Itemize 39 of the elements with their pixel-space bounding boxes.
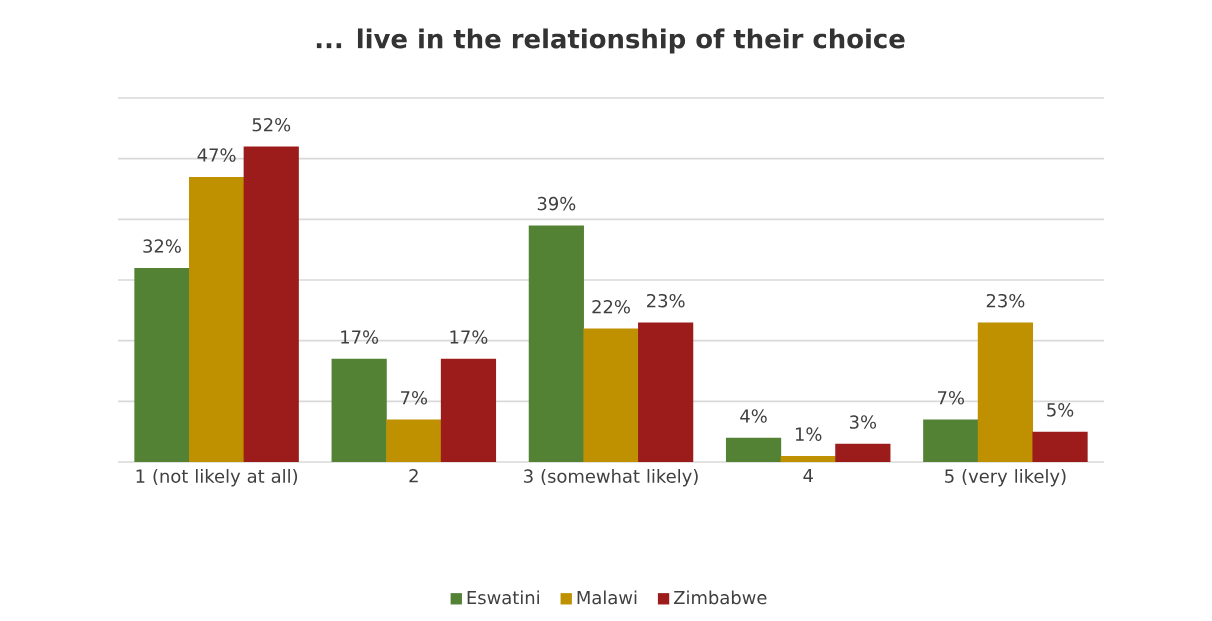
bar	[331, 358, 387, 462]
bar	[977, 322, 1034, 462]
x-tick-label: 2	[409, 469, 418, 483]
data-label: 52%	[252, 117, 291, 132]
bar	[725, 437, 782, 462]
data-label: 5%	[1047, 403, 1074, 417]
bar	[638, 322, 694, 462]
data-label: 7%	[938, 390, 964, 405]
bar	[583, 328, 639, 462]
x-tick-label: 5 (very likely)	[945, 469, 1066, 487]
bar	[1032, 431, 1088, 462]
data-label: 32%	[143, 239, 181, 253]
data-label: 3%	[849, 415, 877, 429]
x-tick-label: 1 (not likely at all)	[136, 469, 298, 487]
legend-label: Eswatini	[467, 590, 539, 605]
x-tick-label: 4	[803, 469, 813, 483]
bar	[386, 419, 442, 462]
data-label: 23%	[647, 293, 685, 308]
data-label: 17%	[341, 330, 379, 344]
data-label: 23%	[986, 293, 1025, 308]
bar	[835, 443, 891, 462]
bar	[440, 358, 497, 462]
data-label: 22%	[592, 299, 630, 314]
legend-label: Malawi	[577, 590, 637, 605]
legend-label: Zimbabwe	[674, 590, 767, 605]
bar	[528, 225, 584, 462]
chart-title: ... live in the relationship of their choice	[316, 28, 905, 54]
data-label: 47%	[197, 148, 236, 162]
bar	[243, 146, 299, 462]
bar	[923, 419, 979, 462]
data-label: 7%	[401, 390, 428, 405]
data-label: 17%	[450, 330, 488, 344]
bar	[780, 455, 836, 462]
data-label: 39%	[537, 196, 576, 211]
bar	[134, 267, 190, 462]
x-tick-label: 3 (somewhat likely)	[524, 469, 698, 487]
data-label: 1%	[795, 427, 822, 441]
bar	[188, 176, 245, 462]
data-label: 4%	[740, 409, 767, 423]
